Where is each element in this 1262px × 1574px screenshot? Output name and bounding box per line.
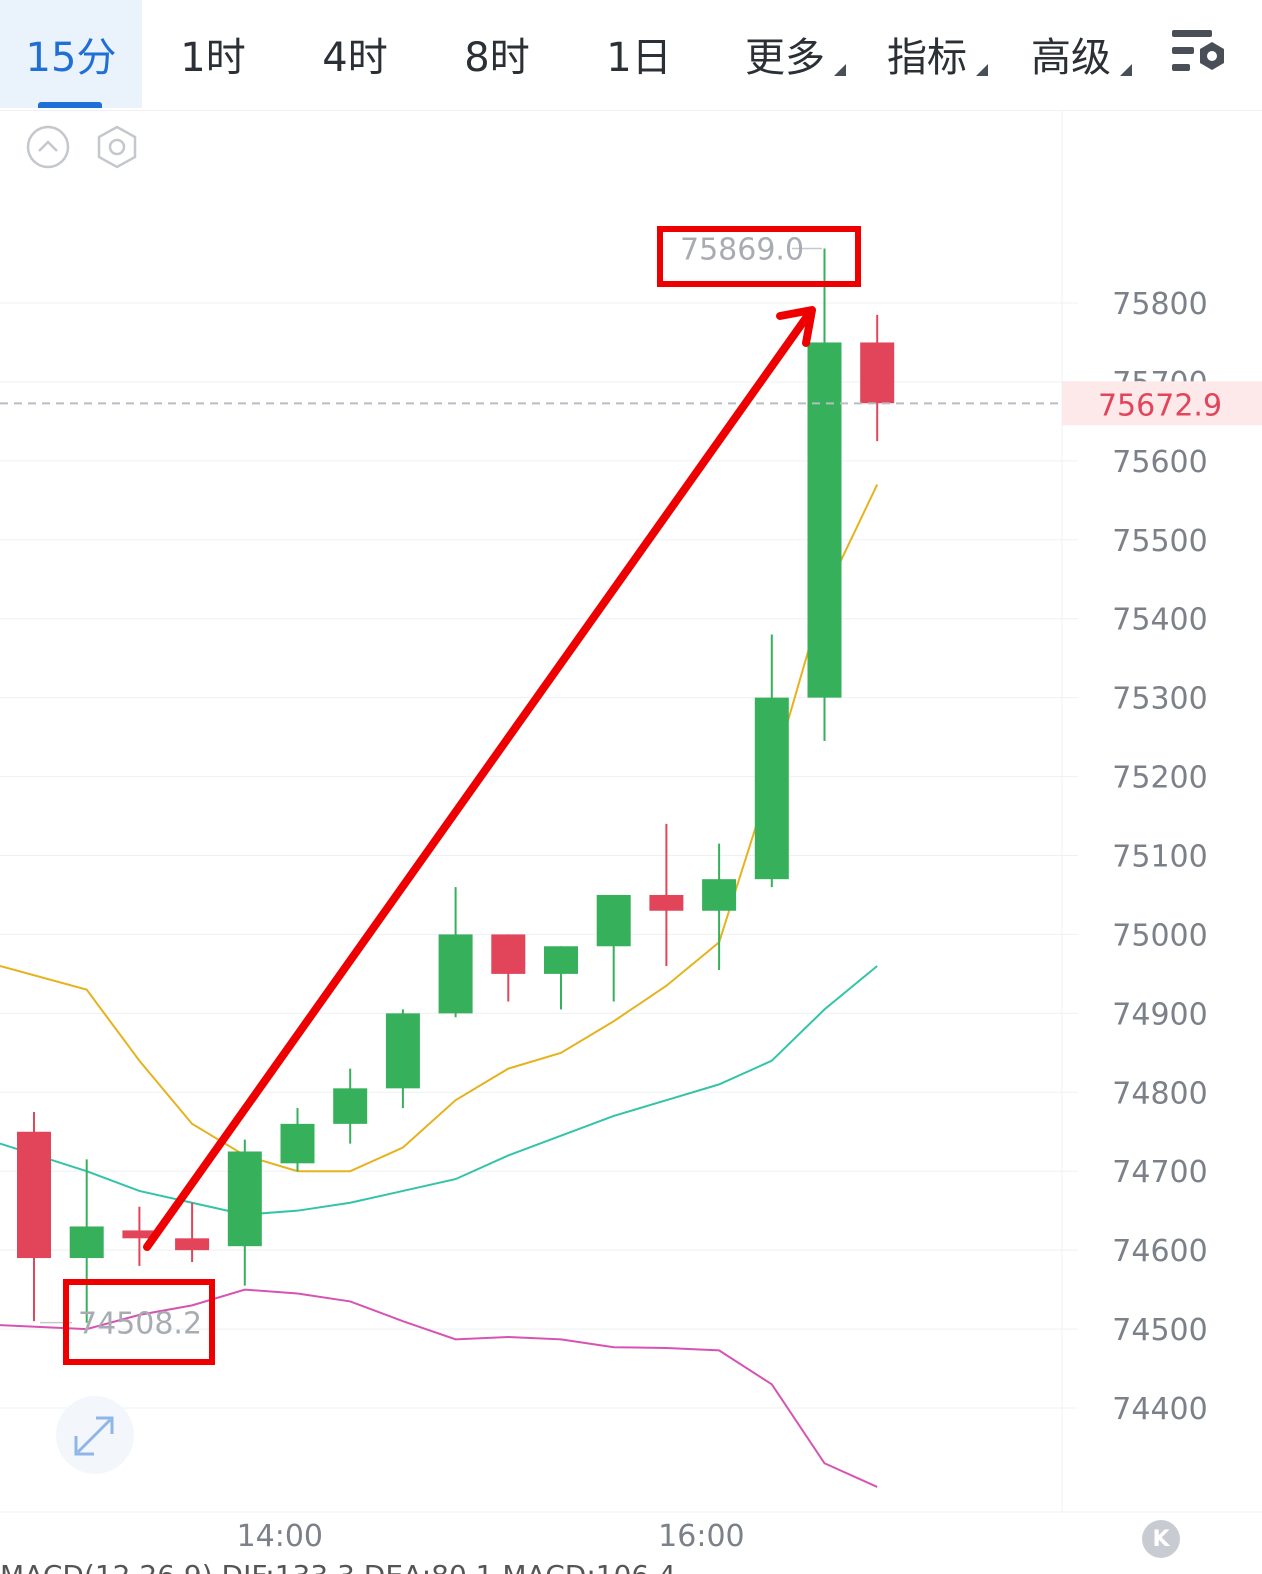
indicator-lines: [0, 484, 879, 1488]
candle-body: [596, 894, 631, 947]
tab-1d[interactable]: 1日: [568, 0, 710, 108]
boll-lower-line: [0, 1288, 878, 1488]
candle-body: [122, 1230, 157, 1239]
timeframe-tab-bar: 15分 1时 4时 8时 1日 更多 指标 高级: [0, 0, 1262, 111]
candles: [17, 248, 895, 1323]
dropdown-caret-icon: [834, 64, 846, 76]
trend-arrow-shaft: [143, 314, 810, 1251]
k-badge[interactable]: K: [1142, 1520, 1180, 1558]
annotations: 75869.0 74508.2: [40, 226, 861, 1365]
tab-indicators[interactable]: 指标: [856, 0, 998, 108]
expand-button[interactable]: [56, 1396, 134, 1474]
price-tick-label: 75200: [1112, 761, 1207, 796]
high-highlight-box: [657, 226, 861, 287]
price-tick-label: 74900: [1112, 997, 1207, 1032]
price-tick-label: 75500: [1112, 524, 1207, 559]
candle-body: [807, 342, 842, 698]
price-tick-label: 75400: [1112, 603, 1207, 638]
price-tick-label: 75100: [1112, 840, 1207, 875]
price-tick-label: 74500: [1112, 1313, 1207, 1348]
candle-body: [17, 1131, 51, 1259]
trend-arrow-head: [776, 306, 816, 347]
tab-label: 15分: [25, 35, 117, 81]
current-price-label: 75672.9: [1098, 388, 1222, 423]
price-tick-label: 74400: [1112, 1392, 1207, 1427]
candle-body: [227, 1151, 262, 1247]
tab-label: 1时: [180, 35, 246, 81]
dropdown-caret-icon: [1120, 64, 1132, 76]
boll-mid-line: [0, 965, 878, 1216]
low-price-label: 74508.2: [78, 1307, 202, 1342]
candle-body: [175, 1238, 210, 1251]
high-price-label: 75869.0: [680, 233, 804, 268]
hexagon-settings-icon[interactable]: [94, 124, 140, 170]
candle-body: [754, 697, 789, 880]
collapse-up-icon[interactable]: [25, 124, 71, 170]
tab-advanced[interactable]: 高级: [1000, 0, 1142, 108]
candle-body: [385, 1013, 420, 1089]
macd-indicator-readout: MACD(12,26,9) DIF:133.3 DEA:80.1 MACD:10…: [0, 1556, 676, 1574]
dropdown-caret-icon: [976, 64, 988, 76]
tab-label: 高级: [1031, 35, 1111, 81]
tab-label: 4时: [322, 35, 388, 81]
tab-label: 1日: [606, 35, 672, 81]
active-tab-indicator: [38, 102, 102, 108]
candle-body: [860, 342, 895, 404]
time-axis: 14:00 16:00: [237, 1519, 745, 1554]
candlestick-chart[interactable]: 7580075700756007550075400753007520075100…: [0, 110, 1262, 1556]
low-highlight-box: [63, 1279, 215, 1365]
candle-body: [702, 879, 737, 911]
tab-4h[interactable]: 4时: [284, 0, 426, 108]
price-axis: 7580075700756007550075400753007520075100…: [1112, 287, 1207, 1427]
price-tick-label: 74800: [1112, 1076, 1207, 1111]
price-tick-label: 75000: [1112, 918, 1207, 953]
candle-body: [280, 1123, 315, 1164]
tab-1h[interactable]: 1时: [142, 0, 284, 108]
price-tick-label: 75600: [1112, 445, 1207, 480]
price-tick-label: 74700: [1112, 1155, 1207, 1190]
price-tick-label: 74600: [1112, 1234, 1207, 1269]
tab-8h[interactable]: 8时: [426, 0, 568, 108]
tab-more[interactable]: 更多: [714, 0, 856, 108]
tab-label: 指标: [887, 35, 967, 81]
time-tick-label: 14:00: [237, 1519, 323, 1554]
tab-15min[interactable]: 15分: [0, 0, 142, 108]
candle-body: [491, 934, 526, 974]
tab-label: 8时: [464, 35, 530, 81]
price-tick-label: 75800: [1112, 287, 1207, 322]
candle-body: [544, 946, 578, 974]
candle-body: [438, 934, 473, 1014]
expand-arrows-icon: [74, 1416, 114, 1456]
chart-settings-icon[interactable]: [1170, 26, 1230, 82]
candle-body: [69, 1226, 104, 1259]
tab-label: 更多: [745, 35, 825, 81]
grid: [0, 110, 1262, 1513]
current-price-marker: 75672.9: [0, 381, 1262, 426]
current-price-badge: [1062, 381, 1262, 426]
candle-body: [333, 1088, 368, 1124]
time-tick-label: 16:00: [658, 1519, 744, 1554]
candle-body: [649, 894, 684, 911]
price-tick-label: 75300: [1112, 682, 1207, 717]
ma-line: [0, 484, 879, 1173]
